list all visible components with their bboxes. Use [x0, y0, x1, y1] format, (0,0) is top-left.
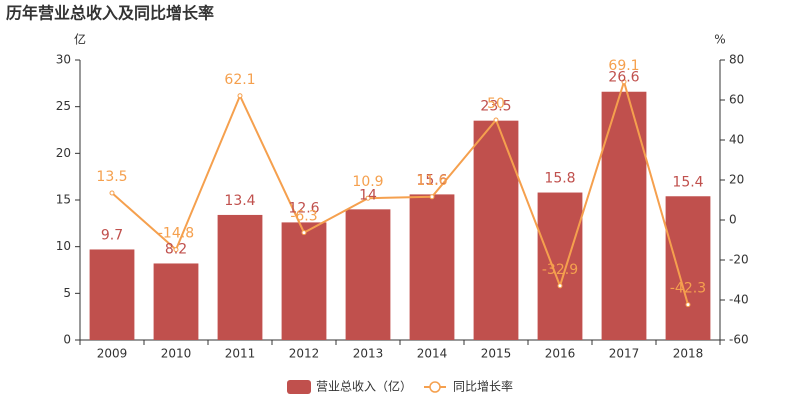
bar-value-label: 15.4 — [672, 174, 703, 190]
y2-tick-label: 60 — [729, 93, 744, 107]
x-tick-label: 2009 — [97, 347, 128, 361]
line-point — [493, 117, 499, 123]
line-point — [173, 247, 179, 253]
y-tick-label: 0 — [63, 333, 71, 347]
x-tick-label: 2017 — [609, 347, 640, 361]
chart-title: 历年营业总收入及同比增长率 — [6, 4, 214, 23]
line-point — [685, 302, 691, 308]
line-point — [109, 190, 115, 196]
legend-label: 营业总收入（亿） — [316, 379, 412, 394]
y-tick-label: 5 — [63, 286, 71, 300]
bar-value-label: 23.5 — [480, 99, 511, 115]
y2-tick-label: 0 — [729, 213, 737, 227]
y-tick-label: 30 — [56, 53, 71, 67]
line-value-label: 50 — [487, 96, 505, 112]
bar-value-label: 12.6 — [288, 200, 319, 216]
line-value-label: -32.9 — [542, 262, 578, 278]
bar — [153, 263, 199, 340]
x-tick-label: 2016 — [545, 347, 576, 361]
line-point — [557, 283, 563, 289]
y2-tick-label: 40 — [729, 133, 744, 147]
line-value-label: 11.6 — [416, 173, 447, 189]
x-tick-label: 2010 — [161, 347, 192, 361]
line-value-label: 13.5 — [96, 169, 127, 185]
y2-tick-label: 20 — [729, 173, 744, 187]
x-tick-label: 2012 — [289, 347, 320, 361]
bar-value-label: 9.7 — [101, 227, 123, 243]
bar-value-label: 26.6 — [608, 70, 639, 86]
x-tick-label: 2018 — [673, 347, 704, 361]
line-value-label: 62.1 — [224, 72, 255, 88]
bar-value-label: 14 — [359, 187, 377, 203]
line-value-label: 69.1 — [608, 58, 639, 74]
y2-tick-label: -40 — [729, 293, 749, 307]
legend-label: 同比增长率 — [453, 379, 513, 394]
x-tick-label: 2015 — [481, 347, 512, 361]
y2-tick-label: 80 — [729, 53, 744, 67]
bar-value-label: 15.8 — [544, 171, 575, 187]
bar — [345, 209, 391, 340]
bar — [473, 120, 519, 341]
line — [111, 78, 689, 305]
bar — [281, 222, 327, 340]
bar-value-label: 15.6 — [416, 172, 447, 188]
y2-tick-label: -20 — [729, 253, 749, 267]
line-point — [301, 230, 307, 236]
line-value-label: 10.9 — [352, 174, 383, 190]
x-tick-label: 2011 — [225, 347, 256, 361]
bar — [665, 196, 711, 340]
line-point — [365, 195, 371, 201]
y-tick-label: 10 — [56, 239, 71, 253]
line-value-label: -6.3 — [290, 209, 317, 225]
legend-swatch — [287, 380, 311, 394]
bar-value-label: 13.4 — [224, 193, 255, 209]
bar-value-label: 8.2 — [165, 241, 187, 257]
line-point — [621, 79, 627, 85]
y-tick-label: 20 — [56, 146, 71, 160]
bar — [409, 194, 455, 340]
y-tick-label: 25 — [56, 99, 71, 113]
y-axis-label: 亿 — [74, 32, 86, 47]
bar — [89, 249, 135, 340]
bar — [217, 214, 263, 340]
y2-tick-label: -60 — [729, 333, 749, 347]
legend-marker — [429, 381, 441, 393]
x-tick-label: 2014 — [417, 347, 448, 361]
line-value-label: -42.3 — [670, 281, 706, 297]
y2-axis-label: % — [714, 33, 725, 47]
line-point — [237, 93, 243, 99]
line-value-label: -14.8 — [158, 226, 194, 242]
x-tick-label: 2013 — [353, 347, 384, 361]
y-tick-label: 15 — [56, 193, 71, 207]
bar — [537, 192, 583, 340]
line-point — [429, 194, 435, 200]
